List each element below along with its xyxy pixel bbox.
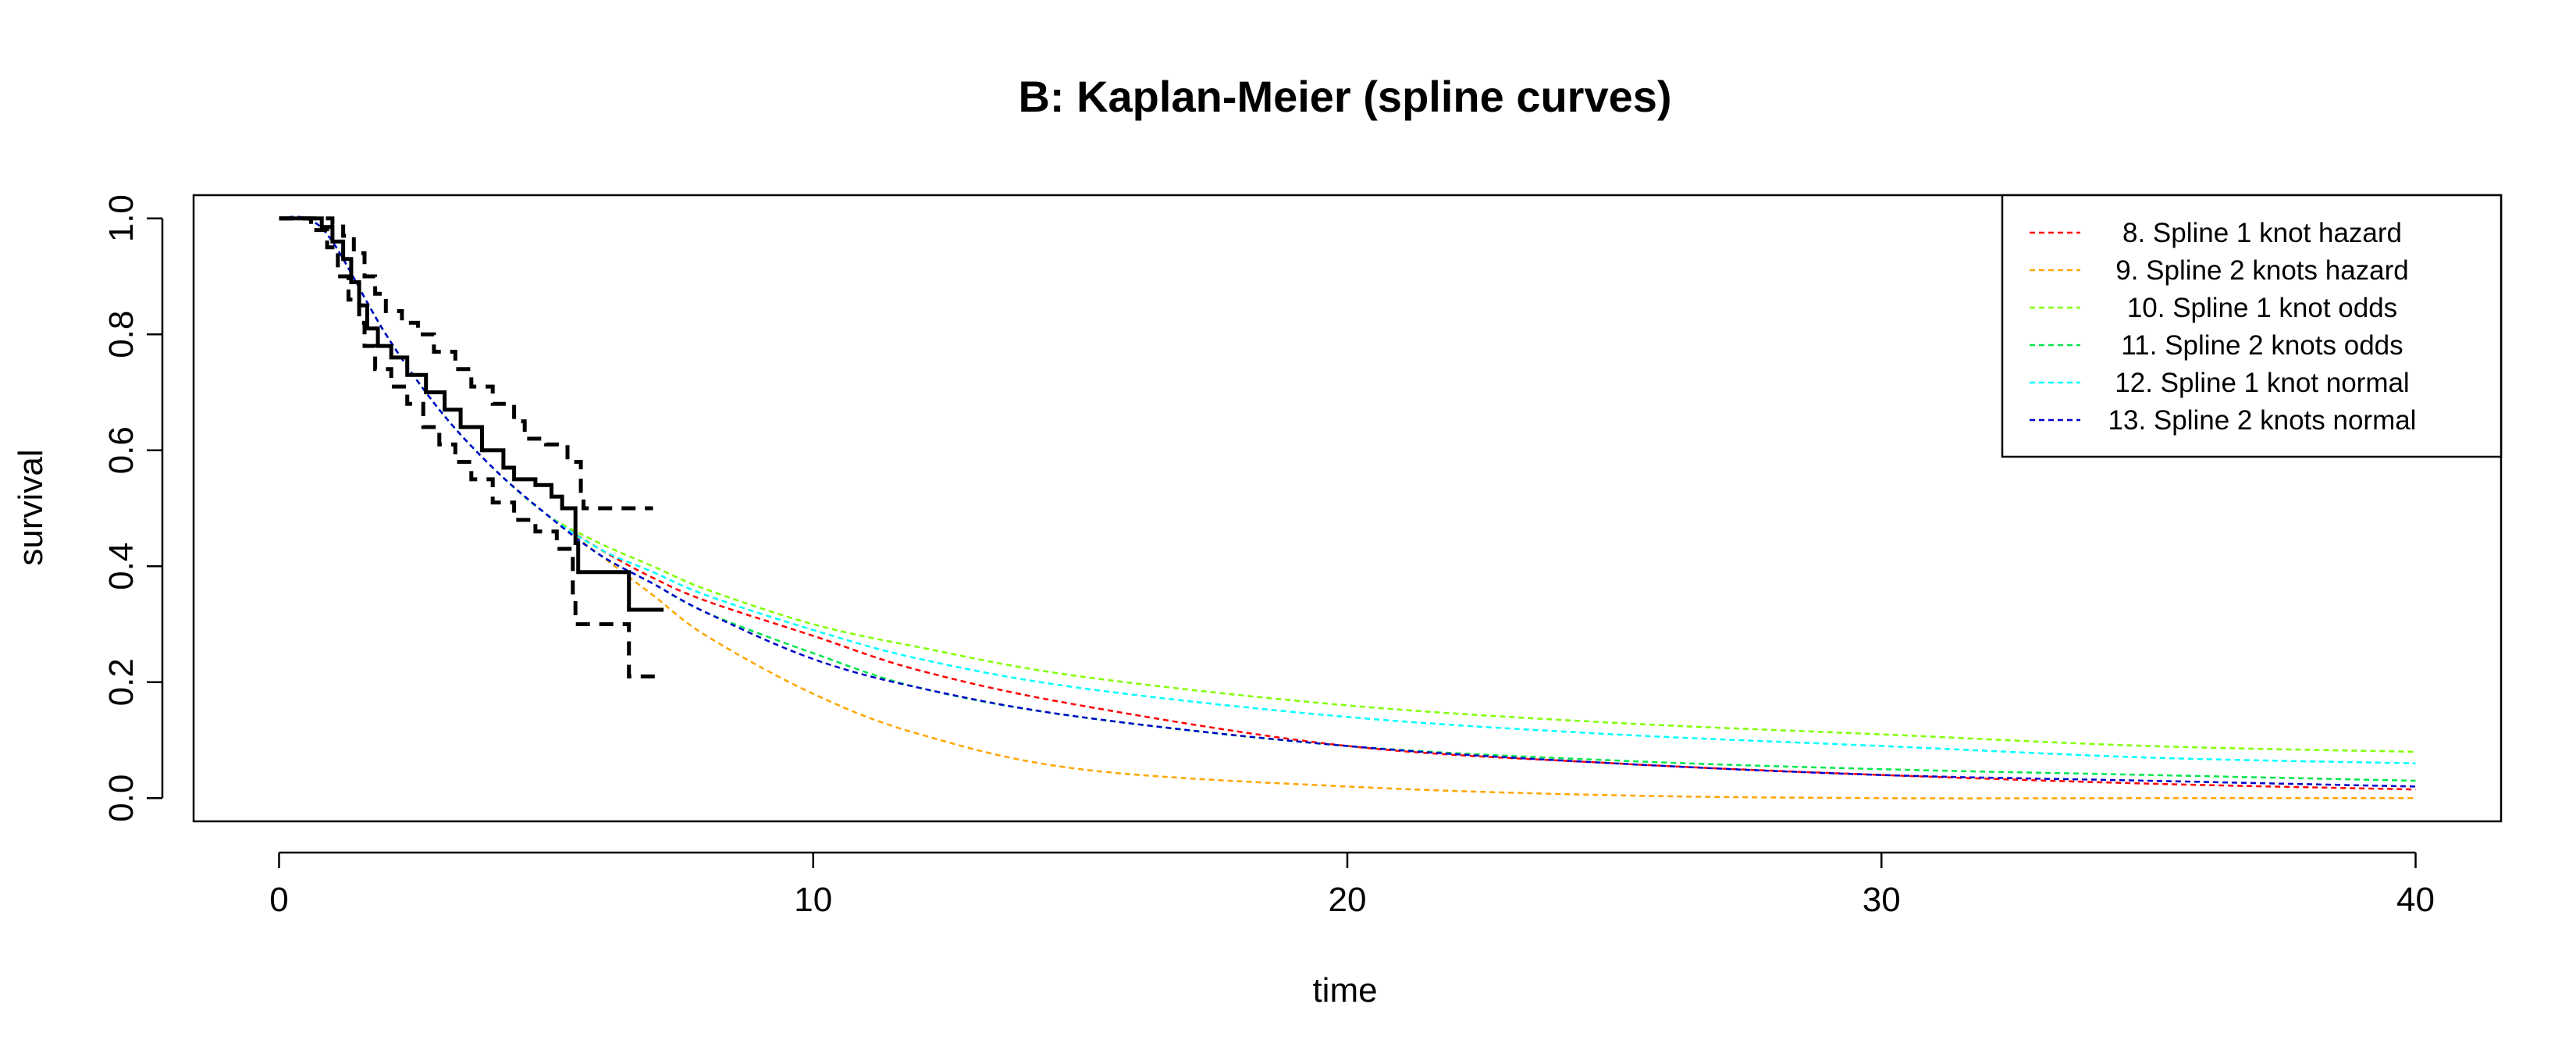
legend-box (2001, 194, 2503, 458)
km-estimate (279, 216, 664, 612)
x-axis: 0 10 20 30 40 (269, 851, 2435, 919)
series-line-2 (279, 215, 2416, 799)
km-lower-ci (279, 216, 664, 678)
x-tick-label: 20 (1329, 881, 1367, 919)
y-axis: 0.0 0.2 0.4 0.6 0.8 1.0 (102, 194, 164, 822)
y-tick-label: 0.6 (102, 426, 141, 474)
km-layer (279, 216, 664, 678)
series-line-6 (279, 215, 2416, 788)
legend-entry: 8. Spline 1 knot hazard (2122, 218, 2402, 248)
x-tick-label: 40 (2396, 881, 2435, 919)
legend-entry: 9. Spline 2 knots hazard (2115, 255, 2409, 286)
x-tick-label: 30 (1863, 881, 1901, 919)
y-tick-label: 0.8 (102, 311, 141, 358)
y-tick-label: 0.2 (102, 658, 141, 706)
legend-entry: 13. Spline 2 knots normal (2108, 405, 2417, 436)
x-tick-label: 0 (269, 881, 288, 919)
x-tick-label: 10 (794, 881, 832, 919)
chart-title: B: Kaplan-Meier (spline curves) (1018, 72, 1671, 121)
legend-entry: 11. Spline 2 knots odds (2121, 330, 2403, 361)
y-tick-label: 0.4 (102, 543, 141, 590)
legend-entry: 12. Spline 1 knot normal (2115, 368, 2409, 398)
series-layer (279, 215, 2416, 799)
y-tick-label: 0.0 (102, 774, 141, 822)
y-tick-label: 1.0 (102, 194, 141, 242)
km-upper-ci (279, 216, 653, 511)
legend: 8. Spline 1 knot hazard 9. Spline 2 knots… (2001, 194, 2503, 458)
y-axis-label: survival (12, 449, 50, 565)
x-axis-label: time (1312, 971, 1377, 1009)
plot-frame (192, 194, 2503, 823)
legend-entry: 10. Spline 1 knot odds (2127, 293, 2397, 323)
